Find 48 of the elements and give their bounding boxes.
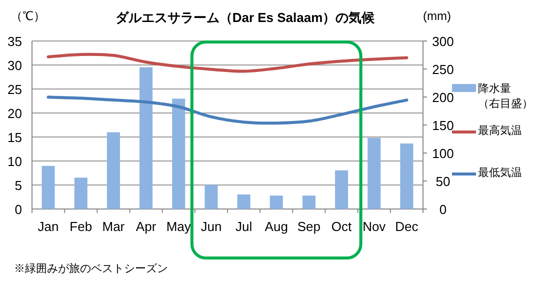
bar	[302, 196, 316, 209]
bar	[140, 67, 153, 209]
y2-tick-label: 200	[432, 90, 454, 105]
bar	[237, 194, 250, 209]
y2-axis-title: (mm)	[423, 9, 451, 23]
bar	[368, 138, 381, 209]
line-series	[46, 52, 408, 73]
y-tick-label: 15	[8, 130, 22, 145]
y-tick-label: 30	[8, 58, 22, 73]
x-tick-label: Sep	[297, 219, 321, 234]
x-tick-label: Mar	[102, 219, 126, 234]
bar	[106, 132, 120, 209]
x-tick-label: Apr	[136, 219, 157, 234]
legend-label: 最低気温	[478, 165, 523, 180]
text: ※緑囲みが旅のベストシーズン	[14, 262, 168, 275]
x-tick-label: Feb	[70, 219, 92, 234]
y2-tick-label: 300	[432, 34, 454, 49]
bar	[204, 184, 218, 209]
bar	[270, 196, 283, 209]
y-tick-label: 25	[8, 82, 22, 97]
x-tick-label: Jan	[38, 219, 59, 234]
bar	[74, 178, 88, 209]
y-tick-label: 5	[14, 178, 22, 193]
y-axis-title: （℃）	[10, 9, 46, 23]
bar	[335, 170, 348, 209]
x-tick-label: Oct	[331, 219, 352, 234]
y-tick-label: 35	[8, 34, 22, 49]
y-tick-label: 10	[8, 154, 22, 169]
x-tick-label: Jul	[235, 219, 252, 234]
line-series	[46, 96, 408, 125]
y2-tick-label: 0	[439, 202, 447, 217]
bar	[172, 98, 186, 209]
x-tick-label: May	[166, 219, 192, 234]
y-tick-label: 0	[14, 202, 22, 217]
x-tick-label: Aug	[264, 219, 288, 234]
x-tick-label: Dec	[395, 219, 419, 234]
y-tick-label: 20	[8, 106, 22, 121]
bar	[400, 143, 414, 209]
y2-tick-label: 50	[436, 174, 450, 189]
legend-label: 降水量（右目盛）	[478, 81, 534, 111]
y2-tick-label: 100	[432, 146, 454, 161]
chart-title: ダルエスサラーム（Dar Es Salaam）の気候	[115, 10, 376, 25]
x-tick-label: Nov	[362, 219, 386, 234]
bar	[42, 166, 55, 209]
x-tick-label: Jun	[200, 219, 222, 234]
legend-label: 最高気温	[478, 123, 523, 138]
y2-tick-label: 150	[432, 118, 454, 133]
y2-tick-label: 250	[432, 62, 454, 77]
